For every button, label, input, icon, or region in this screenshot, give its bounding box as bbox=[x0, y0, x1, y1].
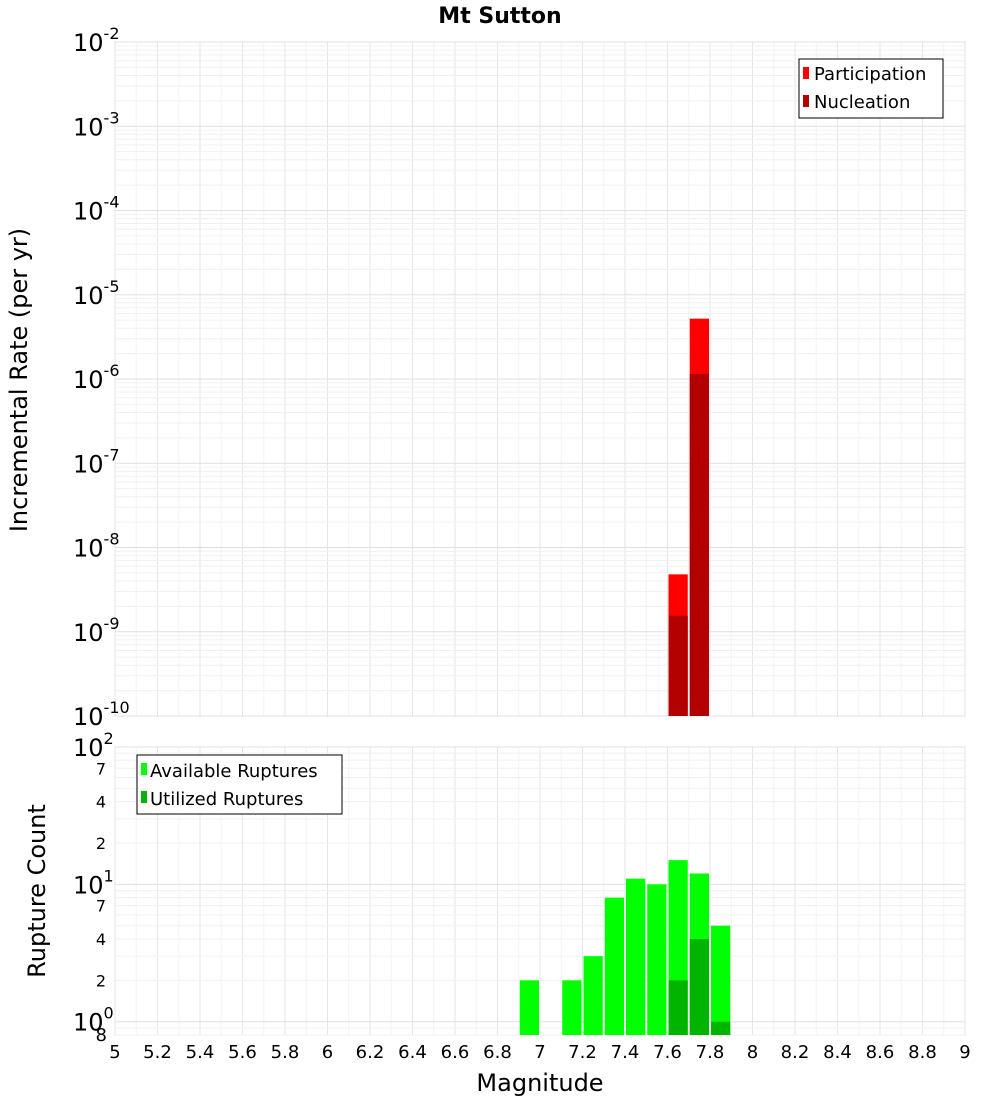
available-ruptures-bar bbox=[562, 980, 582, 1035]
x-tick-label: 5.8 bbox=[271, 1042, 300, 1063]
x-tick-labels: 5 5.2 5.4 5.6 5.8 6 6.2 6.4 6.6 6.8 7 7.2 7.4 7.6 7.8 8… bbox=[109, 1042, 970, 1063]
bottom-legend: Available Ruptures Utilized Ruptures bbox=[136, 754, 343, 815]
nucleation-bar bbox=[668, 615, 688, 716]
top-y-tick-label: 10-9 bbox=[73, 614, 120, 647]
bottom-y-minor-tick-label: 2 bbox=[96, 834, 106, 853]
bottom-y-minor-tick-label: 4 bbox=[96, 930, 106, 949]
bottom-y-minor-tick-label: 4 bbox=[96, 793, 106, 812]
x-tick-label: 7.2 bbox=[568, 1042, 597, 1063]
x-tick-label: 8.2 bbox=[781, 1042, 810, 1063]
x-tick-label: 9 bbox=[959, 1042, 970, 1063]
top-y-tick-label: 10-6 bbox=[73, 361, 120, 394]
nucleation-bar bbox=[689, 373, 709, 716]
participation-rate-panel: 10-2 10-3 10-4 10-5 10-6 10-7 10-8 10-9 10-10 Mt… bbox=[5, 4, 966, 731]
bottom-bars bbox=[519, 860, 731, 1035]
x-tick-label: 7.8 bbox=[696, 1042, 725, 1063]
available-ruptures-bar bbox=[519, 980, 539, 1035]
x-tick-label: 6.4 bbox=[398, 1042, 427, 1063]
x-tick-label: 5 bbox=[109, 1042, 120, 1063]
participation-legend-label: Participation bbox=[814, 64, 926, 85]
bottom-y-tick-label: 100 bbox=[73, 1004, 114, 1037]
available-ruptures-bar bbox=[604, 897, 624, 1035]
available-ruptures-bar bbox=[626, 878, 646, 1035]
bottom-y-axis-label: Rupture Count bbox=[23, 804, 51, 978]
utilized-ruptures-bar bbox=[689, 939, 709, 1035]
bottom-y-tick-label: 101 bbox=[73, 866, 114, 899]
x-tick-label: 7 bbox=[534, 1042, 545, 1063]
available-ruptures-bar bbox=[647, 884, 667, 1035]
top-y-tick-label: 10-8 bbox=[73, 530, 120, 563]
top-y-tick-label: 10-2 bbox=[73, 24, 120, 57]
top-y-tick-labels: 10-2 10-3 10-4 10-5 10-6 10-7 10-8 10-9 10-10 bbox=[73, 24, 130, 731]
bottom-y-minor-tick-label: 7 bbox=[96, 897, 106, 916]
bottom-y-tick-labels: 102 101 100 7 4 2 7 4 2 8 bbox=[73, 729, 114, 1046]
available-ruptures-bar bbox=[711, 925, 731, 1035]
participation-legend-swatch bbox=[803, 67, 809, 79]
bottom-y-minor-tick-label: 8 bbox=[96, 1025, 107, 1046]
x-tick-label: 7.4 bbox=[611, 1042, 640, 1063]
x-tick-label: 6 bbox=[322, 1042, 333, 1063]
top-y-tick-label: 10-3 bbox=[73, 108, 120, 141]
x-tick-label: 8.8 bbox=[908, 1042, 937, 1063]
top-y-tick-label: 10-5 bbox=[73, 277, 120, 310]
available-ruptures-bar bbox=[583, 956, 603, 1035]
x-tick-label: 8.4 bbox=[823, 1042, 852, 1063]
x-tick-label: 6.2 bbox=[356, 1042, 385, 1063]
bottom-legend-box bbox=[136, 754, 343, 815]
x-axis-label: Magnitude bbox=[476, 1069, 603, 1097]
utilized-ruptures-legend-swatch bbox=[141, 791, 147, 803]
rupture-count-panel: 102 101 100 7 4 2 7 4 2 8 5 5.2 5.4 5.6 5.8 6 6.2 6.4 6.6… bbox=[23, 729, 971, 1097]
top-y-tick-label: 10-7 bbox=[73, 445, 120, 478]
x-tick-label: 6.8 bbox=[483, 1042, 512, 1063]
available-ruptures-legend-label: Available Ruptures bbox=[150, 761, 318, 782]
utilized-ruptures-bar bbox=[711, 1021, 731, 1035]
top-gridlines bbox=[114, 41, 966, 717]
top-y-axis-label: Incremental Rate (per yr) bbox=[5, 228, 33, 532]
available-ruptures-legend-swatch bbox=[141, 763, 147, 775]
x-tick-label: 5.6 bbox=[228, 1042, 257, 1063]
x-tick-label: 5.2 bbox=[143, 1042, 172, 1063]
top-y-tick-label: 10-4 bbox=[73, 193, 120, 226]
x-tick-label: 8.6 bbox=[866, 1042, 895, 1063]
x-tick-label: 7.6 bbox=[653, 1042, 682, 1063]
x-tick-label: 8 bbox=[747, 1042, 758, 1063]
top-legend: Participation Nucleation bbox=[798, 58, 944, 119]
chart-title: Mt Sutton bbox=[438, 4, 561, 29]
bottom-y-minor-tick-label: 7 bbox=[96, 759, 106, 778]
top-y-tick-label: 10-10 bbox=[73, 698, 130, 731]
nucleation-legend-label: Nucleation bbox=[814, 92, 910, 113]
nucleation-legend-swatch bbox=[803, 95, 809, 107]
bottom-y-tick-label: 102 bbox=[73, 729, 114, 762]
utilized-ruptures-bar bbox=[668, 980, 688, 1035]
x-tick-label: 6.6 bbox=[441, 1042, 470, 1063]
top-legend-box bbox=[798, 58, 944, 119]
top-bars bbox=[668, 318, 709, 716]
bottom-y-minor-tick-label: 2 bbox=[96, 971, 106, 990]
x-tick-label: 5.4 bbox=[186, 1042, 215, 1063]
utilized-ruptures-legend-label: Utilized Ruptures bbox=[150, 789, 303, 810]
